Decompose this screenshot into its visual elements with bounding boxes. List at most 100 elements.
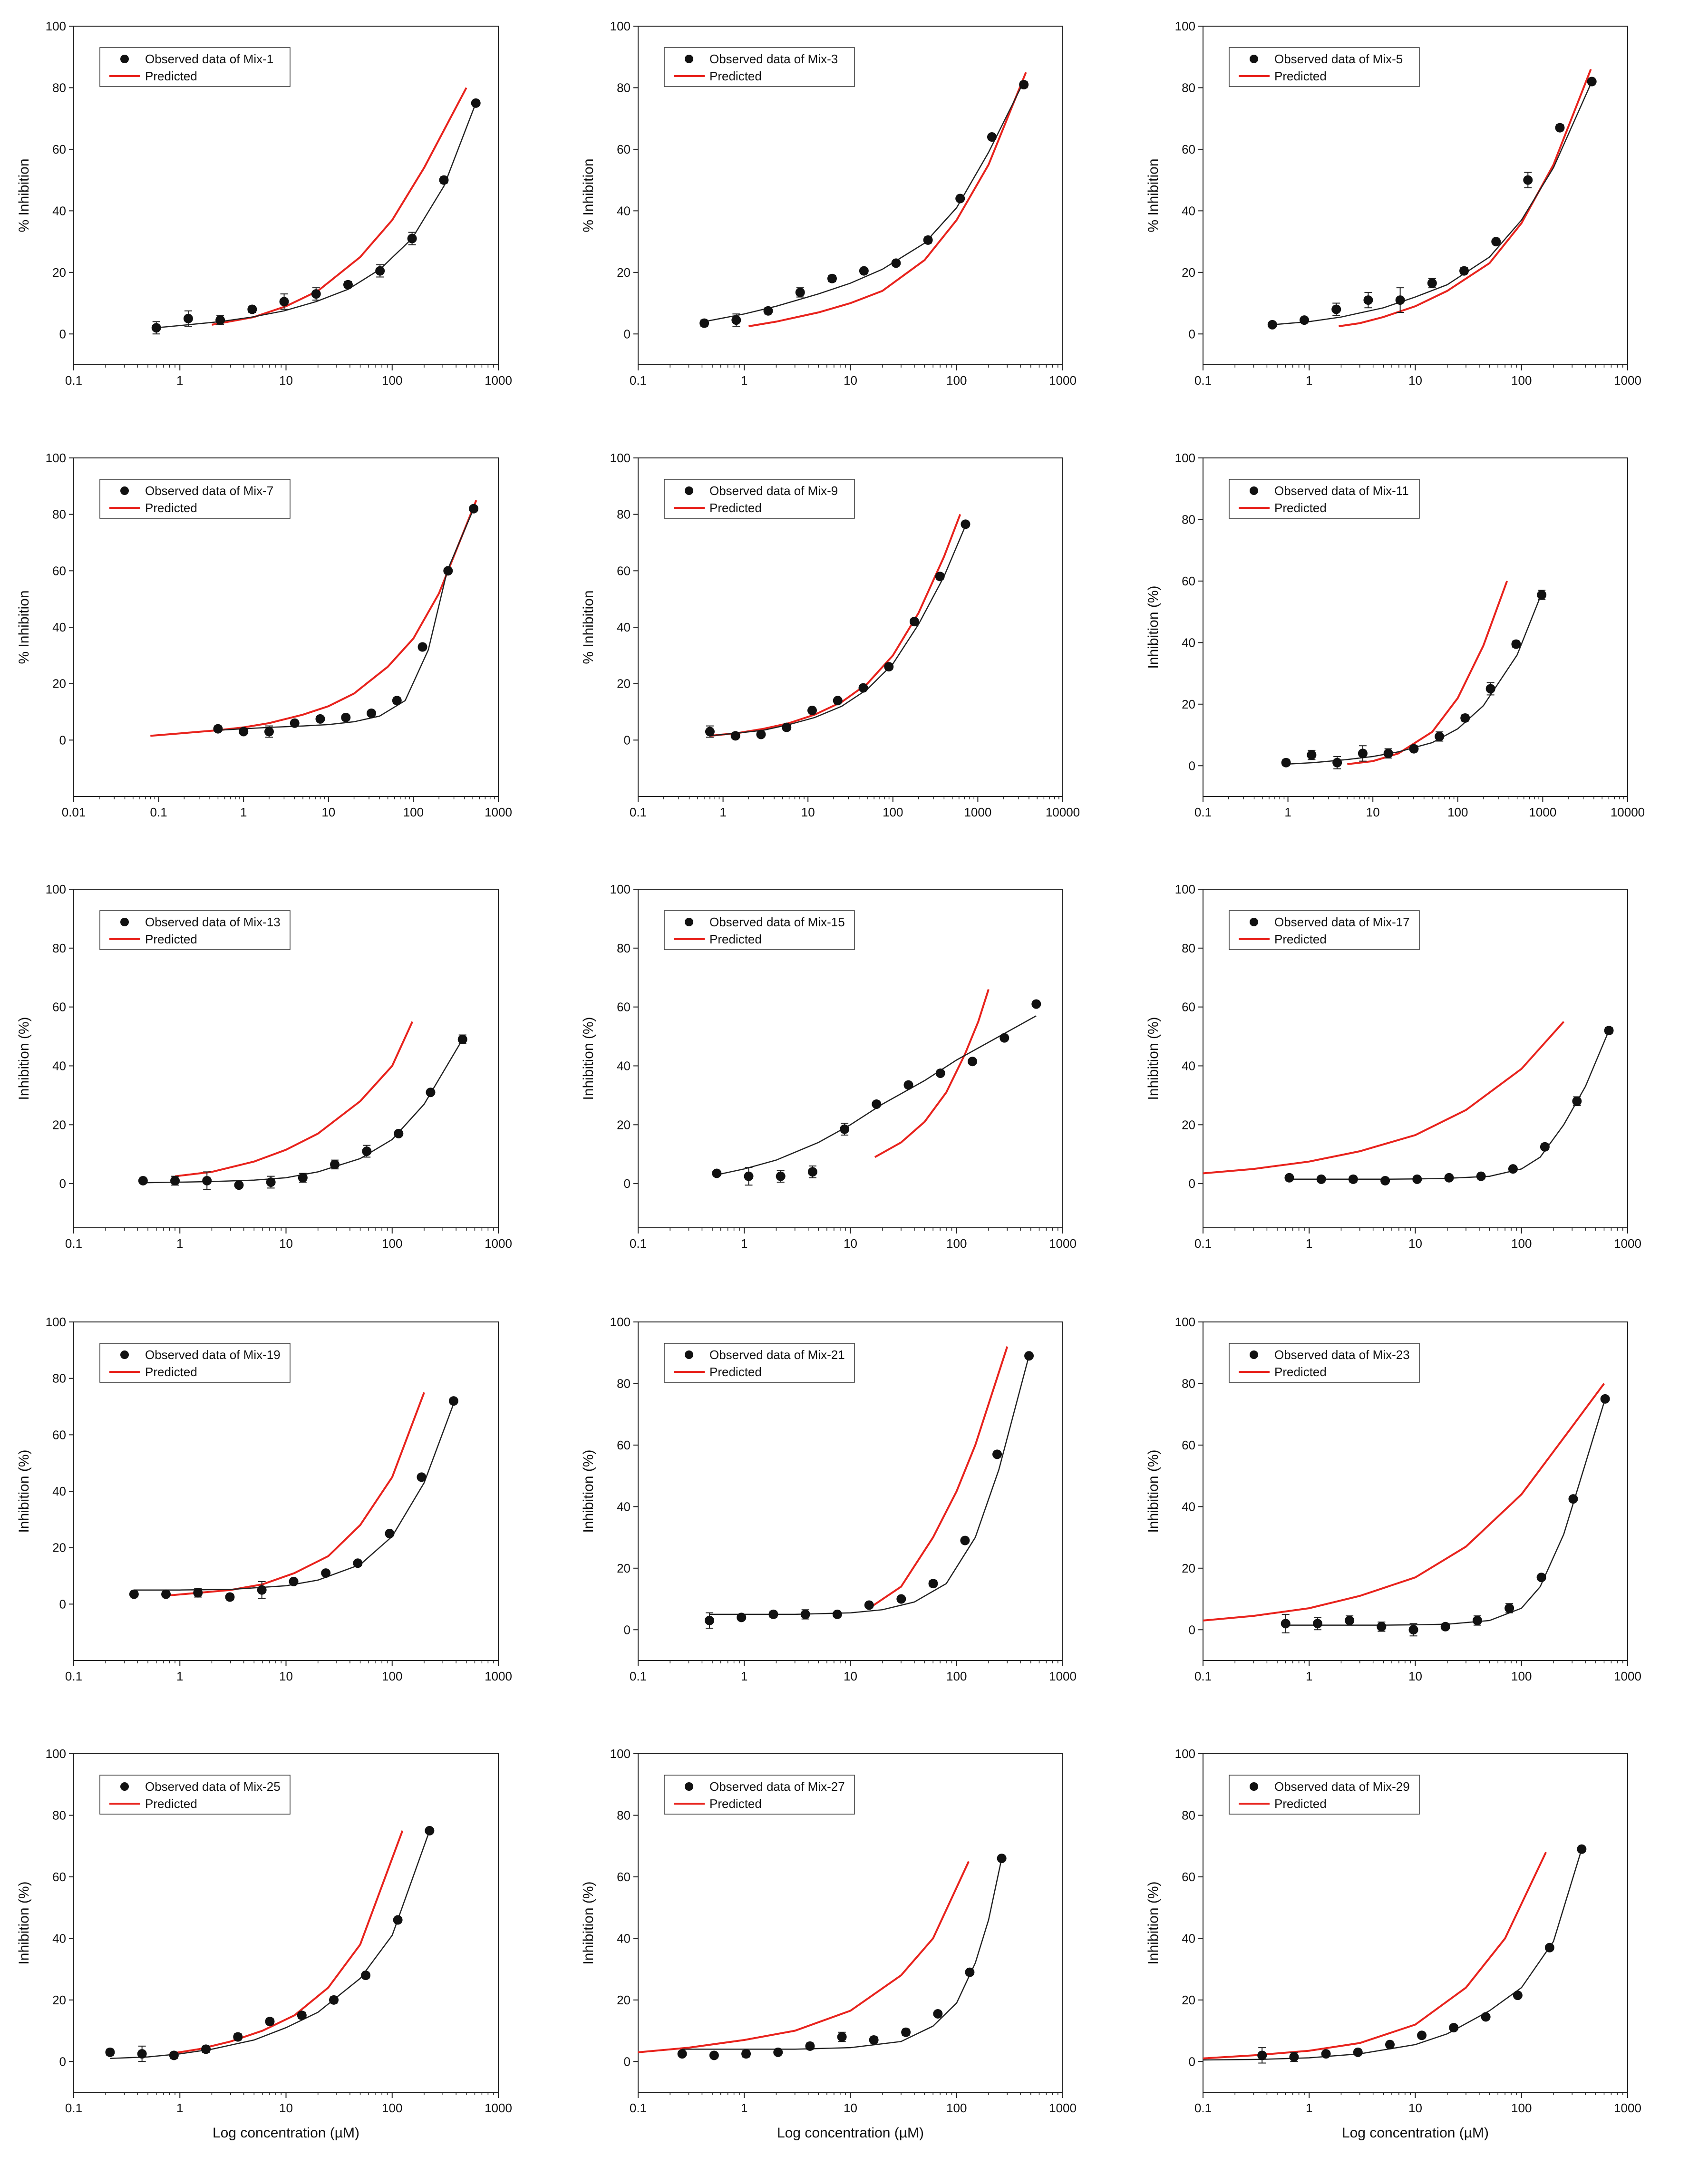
y-tick-label: 40 (52, 1931, 66, 1945)
fitted-curve (143, 1039, 463, 1184)
chart-panel: 0 20 40 60 80 100 0.1 1 10 100 1000 10000 % Inhibiti… (581, 451, 1080, 819)
observed-point (840, 1124, 850, 1134)
observed-point (264, 727, 274, 737)
y-tick-label: 60 (52, 1428, 66, 1442)
y-tick-label: 0 (1189, 758, 1195, 773)
legend-observed-label: Observed data of Mix-23 (1274, 1348, 1410, 1362)
legend-observed-marker (685, 918, 693, 926)
observed-point (362, 1146, 372, 1156)
observed-point (385, 1529, 395, 1538)
observed-point (321, 1568, 331, 1578)
legend-box (664, 1343, 855, 1383)
y-tick-label: 20 (1182, 1993, 1195, 2007)
y-tick-label: 0 (59, 1176, 66, 1191)
y-tick-label: 100 (46, 1315, 66, 1329)
y-tick-label: 60 (1182, 1438, 1195, 1452)
x-tick-label: 10 (279, 2101, 293, 2115)
legend-observed-label: Observed data of Mix-7 (145, 484, 273, 498)
observed-point (215, 315, 225, 325)
observed-point (407, 233, 417, 243)
legend-box (664, 47, 855, 87)
observed-point (257, 1585, 267, 1595)
y-tick-label: 20 (1182, 1117, 1195, 1132)
y-tick-label: 20 (617, 677, 631, 691)
y-tick-label: 20 (52, 677, 66, 691)
x-tick-label: 1 (176, 1236, 183, 1251)
chart-panel: 0 20 40 60 80 100 0.01 0.1 1 10 100 1000 % Inhibitio… (16, 451, 512, 819)
y-tick-label: 0 (59, 327, 66, 341)
observed-point (1444, 1173, 1454, 1183)
legend-predicted-label: Predicted (1274, 501, 1327, 515)
legend-observed-label: Observed data of Mix-13 (145, 915, 281, 929)
predicted-curve (169, 1830, 404, 2055)
legend-observed-marker (1250, 1782, 1258, 1791)
legend-observed-label: Observed data of Mix-3 (709, 52, 838, 66)
observed-point (1408, 1625, 1418, 1635)
observed-point (1427, 278, 1437, 288)
legend-predicted-label: Predicted (1274, 1797, 1327, 1811)
legend-predicted-label: Predicted (709, 69, 762, 83)
observed-point (805, 2041, 815, 2051)
chart-panel: 0 20 40 60 80 100 0.1 1 10 100 1000 % Inhibition Obs… (16, 19, 512, 388)
x-tick-label: 0.1 (65, 1669, 82, 1683)
y-tick-label: 60 (1182, 1000, 1195, 1014)
observed-point (699, 318, 709, 328)
observed-point (298, 1173, 308, 1183)
y-axis-label: % Inhibition (16, 590, 32, 664)
legend-predicted-label: Predicted (145, 1365, 197, 1379)
y-tick-label: 60 (617, 563, 631, 578)
observed-point (183, 313, 193, 323)
y-tick-label: 40 (1182, 1059, 1195, 1073)
x-axis-label: Log concentration (µM) (777, 2125, 924, 2141)
observed-point (1600, 1394, 1610, 1404)
x-tick-label: 1000 (485, 2101, 512, 2115)
observed-point (705, 1615, 715, 1625)
x-tick-label: 100 (1511, 373, 1532, 388)
x-tick-label: 10 (801, 805, 815, 819)
y-tick-label: 100 (610, 451, 631, 465)
observed-point (1459, 266, 1469, 276)
legend-observed-label: Observed data of Mix-17 (1274, 915, 1410, 929)
x-tick-label: 10 (279, 1669, 293, 1683)
x-tick-label: 1000 (485, 805, 512, 819)
chart-panel: 0 20 40 60 80 100 0.1 1 10 100 1000 Inhibition (%) L… (581, 1747, 1077, 2141)
observed-point (169, 2050, 179, 2060)
observed-point (343, 280, 353, 290)
legend-observed-marker (1250, 918, 1258, 926)
y-tick-label: 100 (1175, 1315, 1195, 1329)
legend-observed-marker (120, 918, 129, 926)
observed-point (903, 1080, 913, 1090)
observed-point (1511, 639, 1521, 649)
y-tick-label: 100 (1175, 1747, 1195, 1761)
x-tick-label: 100 (382, 1669, 402, 1683)
y-axis-label: Inhibition (%) (1145, 585, 1161, 669)
x-tick-label: 0.1 (65, 1236, 82, 1251)
observed-point (1555, 123, 1565, 133)
y-tick-label: 20 (52, 1541, 66, 1555)
observed-point (1508, 1164, 1518, 1174)
x-tick-label: 1 (1306, 373, 1312, 388)
y-tick-label: 40 (52, 204, 66, 218)
y-axis-label: Inhibition (%) (581, 1449, 596, 1533)
y-tick-label: 100 (46, 1747, 66, 1761)
legend-predicted-label: Predicted (1274, 932, 1327, 946)
observed-point (896, 1594, 906, 1604)
x-tick-label: 1 (240, 805, 247, 819)
y-tick-label: 20 (1182, 697, 1195, 711)
chart-panel: 0 20 40 60 80 100 0.1 1 10 100 1000 % Inhibition Obs… (1145, 19, 1641, 388)
y-tick-label: 40 (52, 1484, 66, 1498)
observed-point (393, 1915, 403, 1925)
x-tick-label: 100 (946, 1236, 967, 1251)
y-axis-label: % Inhibition (581, 590, 596, 664)
fitted-curve (704, 81, 1025, 322)
predicted-curve (874, 989, 990, 1158)
fitted-curve (218, 508, 475, 731)
observed-point (756, 729, 766, 739)
observed-point (239, 727, 249, 737)
chart-panel: 0 20 40 60 80 100 0.1 1 10 100 1000 Inhibition (%) O… (581, 1315, 1077, 1683)
y-tick-label: 40 (52, 620, 66, 634)
predicted-curve (1339, 68, 1592, 328)
legend-predicted-label: Predicted (145, 501, 197, 515)
y-tick-label: 60 (52, 1870, 66, 1884)
predicted-curve (748, 72, 1027, 328)
